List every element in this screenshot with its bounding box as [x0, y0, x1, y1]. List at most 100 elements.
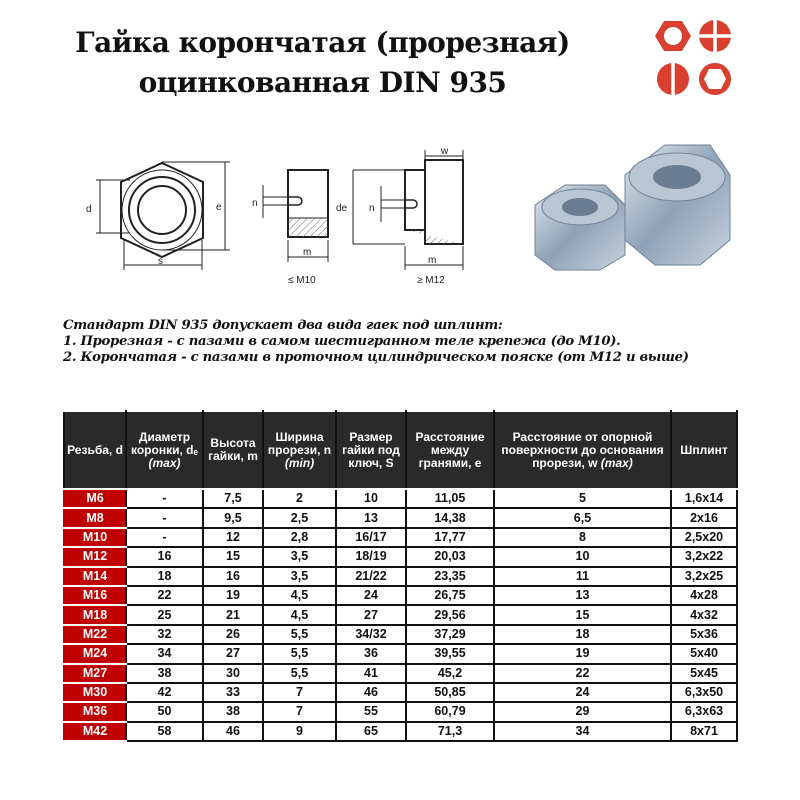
table-cell: 58: [125, 720, 204, 743]
table-cell: 15: [202, 546, 264, 568]
column-header-qualifier: (max): [148, 455, 181, 470]
column-header-text: Расстояние от опорной поверхности до осн…: [501, 429, 664, 470]
brand-logo-icon: [655, 18, 733, 97]
table-cell: 42: [125, 681, 204, 704]
column-header-text: Шплинт: [680, 442, 728, 457]
table-cell: 29: [493, 701, 672, 723]
table-cell: 46: [202, 720, 264, 743]
table-cell: 8x71: [670, 720, 738, 743]
table-cell: 24: [493, 681, 672, 704]
table-cell: 60,79: [405, 701, 495, 723]
table-cell: 34: [493, 720, 672, 743]
table-cell: 22: [125, 584, 204, 607]
side-view-small: [262, 169, 329, 262]
table-cell: 12: [202, 526, 264, 549]
table-cell: 2,5: [262, 507, 337, 529]
column-header: Резьба, d: [63, 410, 127, 490]
table-cell: 37,29: [405, 623, 495, 646]
table-cell: 5,5: [262, 623, 337, 646]
table-cell: 5,5: [262, 643, 337, 665]
thread-size-cell: M18: [63, 604, 127, 626]
table-cell: 19: [493, 643, 672, 665]
caption-small-sizes: ≤ M10: [288, 275, 316, 286]
table-cell: 46: [335, 681, 407, 704]
table-cell: 6,3x50: [670, 681, 738, 704]
table-row: M24 34 27 5,5 36 39,55 19 5x40: [63, 643, 738, 665]
table-cell: 5,5: [262, 662, 337, 684]
table-cell: 32: [125, 623, 204, 646]
label-m-small: m: [303, 247, 311, 258]
table-cell: 1,6x14: [670, 487, 738, 510]
column-header: Ширина прорези, n (min): [262, 410, 337, 490]
table-cell: 2,8: [262, 526, 337, 549]
table-cell: 2,5x20: [670, 526, 738, 549]
table-cell: 25: [125, 604, 204, 626]
thread-size-cell: M8: [63, 507, 127, 529]
table-cell: 8: [493, 526, 672, 549]
table-row: M30 42 33 7 46 50,85 24 6,3x50: [63, 681, 738, 704]
table-cell: 6,3x63: [670, 701, 738, 723]
table-row: M12 16 15 3,5 18/19 20,03 10 3,2x22: [63, 546, 738, 568]
thread-size-cell: M6: [63, 487, 127, 510]
table-cell: -: [125, 507, 204, 529]
thread-size-cell: M12: [63, 546, 127, 568]
column-header-qualifier: (min): [284, 455, 315, 470]
table-cell: 33: [202, 681, 264, 704]
table-cell: 21: [202, 604, 264, 626]
technical-drawing: d s e n m ≤ M10 de n w m ≥ M12: [86, 146, 464, 286]
column-header-text: Расстояние между гранями, e: [415, 429, 485, 470]
table-row: M36 50 38 7 55 60,79 29 6,3x63: [63, 701, 738, 723]
column-header: Высота гайки, m: [202, 410, 264, 490]
column-header: Шплинт: [670, 410, 738, 490]
table-cell: 9: [262, 720, 337, 743]
side-view-large: [352, 150, 464, 270]
table-cell: 30: [202, 662, 264, 684]
table-cell: 13: [335, 507, 407, 529]
table-cell: 34/32: [335, 623, 407, 646]
label-n-small: n: [252, 198, 258, 209]
table-cell: 14,38: [405, 507, 495, 529]
table-cell: 2x16: [670, 507, 738, 529]
table-cell: 4,5: [262, 604, 337, 626]
table-cell: 17,77: [405, 526, 495, 549]
note-castle: 2. Корончатая - с пазами в проточном цил…: [63, 350, 689, 365]
label-d: d: [86, 204, 92, 215]
table-cell: -: [125, 487, 204, 510]
label-s: s: [158, 256, 163, 267]
table-cell: 5x36: [670, 623, 738, 646]
column-header-qualifier: (max): [600, 455, 633, 470]
column-header: Расстояние от опорной поверхности до осн…: [493, 410, 672, 490]
table-cell: 9,5: [202, 507, 264, 529]
thread-size-cell: M27: [63, 662, 127, 684]
table-cell: 65: [335, 720, 407, 743]
table-cell: 27: [202, 643, 264, 665]
column-header: Расстояние между гранями, e: [405, 410, 495, 490]
table-cell: 11: [493, 565, 672, 587]
table-cell: 45,2: [405, 662, 495, 684]
column-header-text: Размер гайки под ключ, S: [342, 429, 400, 470]
table-cell: 3,2x25: [670, 565, 738, 587]
table-cell: 34: [125, 643, 204, 665]
label-n-large: n: [369, 203, 375, 214]
table-cell: 23,35: [405, 565, 495, 587]
table-cell: 36: [335, 643, 407, 665]
table-cell: 3,2x22: [670, 546, 738, 568]
table-cell: 22: [493, 662, 672, 684]
column-header: Размер гайки под ключ, S: [335, 410, 407, 490]
table-cell: 11,05: [405, 487, 495, 510]
label-w: w: [440, 146, 449, 157]
label-m-large: m: [428, 255, 436, 266]
table-cell: 5x45: [670, 662, 738, 684]
table-cell: 20,03: [405, 546, 495, 568]
thread-size-cell: M42: [63, 720, 127, 743]
table-cell: 16/17: [335, 526, 407, 549]
table-cell: 3,5: [262, 565, 337, 587]
table-cell: 6,5: [493, 507, 672, 529]
table-cell: 7: [262, 701, 337, 723]
table-cell: 4x32: [670, 604, 738, 626]
table-cell: 26,75: [405, 584, 495, 607]
table-row: M8-9,5 2,5 13 14,38 6,5 2x16: [63, 507, 738, 529]
table-cell: 39,55: [405, 643, 495, 665]
table-cell: 21/22: [335, 565, 407, 587]
table-cell: 5: [493, 487, 672, 510]
